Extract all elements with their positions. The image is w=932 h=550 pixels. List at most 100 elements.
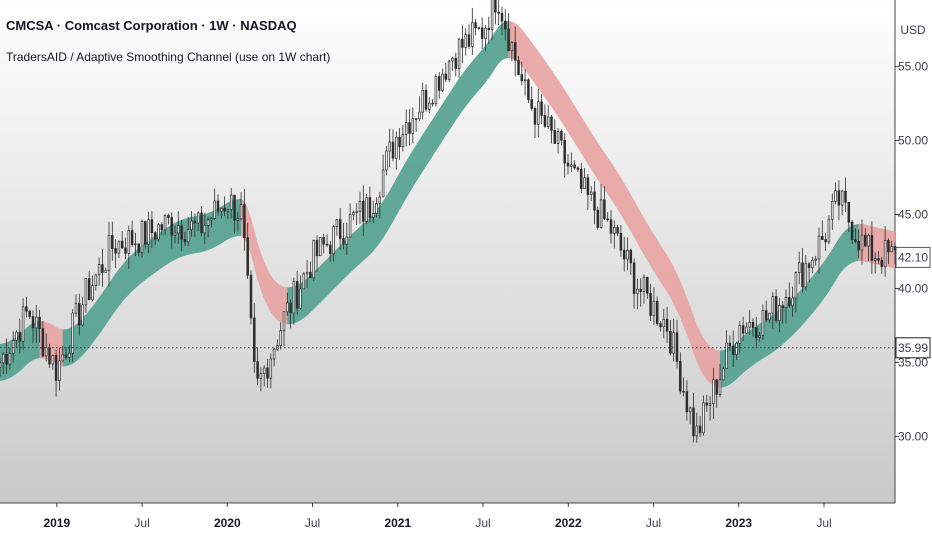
candle — [854, 228, 857, 244]
candle — [216, 194, 220, 216]
candle — [21, 298, 25, 350]
candle — [771, 292, 775, 329]
candle — [593, 181, 596, 225]
candle — [41, 321, 45, 358]
candle — [794, 271, 798, 313]
candle — [708, 396, 712, 421]
x-tick-label: Jul — [305, 516, 320, 530]
candle — [556, 128, 560, 154]
candle — [140, 219, 144, 258]
x-tick-label: Jul — [475, 516, 490, 530]
candle — [97, 257, 101, 286]
candle — [613, 220, 616, 249]
candle — [797, 251, 801, 285]
candle — [342, 223, 345, 250]
candle — [315, 235, 319, 272]
candle — [682, 377, 685, 397]
candle — [877, 251, 880, 265]
price-axis[interactable]: 30.00 35.00 40.00 45.00 50.00 55.00 35.99 42.10 — [895, 60, 931, 444]
candle — [229, 187, 233, 219]
candle — [124, 237, 127, 260]
candle — [292, 277, 296, 325]
candle — [517, 56, 520, 76]
candle — [421, 82, 424, 120]
candle — [325, 234, 329, 247]
candle — [632, 258, 636, 309]
candle — [665, 306, 669, 344]
candle — [137, 243, 140, 257]
candle — [507, 13, 510, 52]
candle — [609, 210, 613, 244]
candle — [0, 358, 2, 377]
candle — [675, 319, 679, 369]
candle — [649, 283, 652, 321]
candle — [523, 69, 527, 96]
candle — [718, 364, 722, 398]
candle — [576, 166, 580, 173]
candle — [385, 145, 388, 176]
candle — [566, 154, 570, 175]
candle — [111, 221, 114, 261]
candle — [791, 286, 794, 317]
candle — [622, 237, 626, 272]
candle — [8, 348, 12, 370]
candle — [540, 94, 543, 125]
candle — [662, 309, 666, 339]
candle — [391, 129, 395, 162]
candle — [256, 347, 259, 386]
candle — [78, 293, 81, 336]
candle — [870, 221, 874, 274]
candle — [655, 296, 659, 327]
candle — [471, 7, 474, 55]
candle — [437, 72, 441, 99]
candle — [685, 380, 689, 421]
candle — [2, 352, 5, 375]
candle — [484, 25, 487, 52]
candle — [811, 256, 814, 274]
candle — [864, 228, 867, 248]
candle — [395, 131, 398, 170]
candle — [827, 215, 831, 245]
candle — [269, 353, 273, 389]
candle — [282, 311, 286, 347]
candle — [87, 271, 91, 301]
candle — [302, 271, 306, 290]
candle — [761, 304, 765, 340]
candle — [477, 26, 481, 30]
candle — [309, 261, 312, 279]
candle — [173, 225, 177, 244]
candle — [279, 322, 282, 350]
candle — [652, 287, 656, 325]
candle — [295, 271, 299, 315]
channel-segment-up — [62, 198, 245, 367]
candle — [210, 216, 213, 228]
candle — [335, 219, 339, 236]
candle — [117, 240, 121, 259]
candle — [725, 330, 728, 370]
candle — [355, 203, 358, 225]
candle — [543, 104, 547, 128]
candle — [467, 24, 471, 49]
candle — [778, 297, 781, 333]
indicator-title: TradersAID / Adaptive Smoothing Channel … — [6, 50, 331, 64]
candle — [880, 256, 884, 274]
candle — [834, 182, 837, 205]
candle — [381, 154, 385, 198]
candle — [18, 318, 22, 354]
channel-segment-down — [508, 21, 724, 388]
y-tick-label: 35.00 — [898, 356, 928, 370]
candle — [464, 28, 467, 56]
candle — [850, 219, 854, 244]
candle — [163, 213, 167, 236]
time-axis[interactable]: 2019 Jul 2020 Jul 2021 Jul 2022 Jul 2023 Jul — [43, 503, 832, 530]
candle — [378, 191, 382, 219]
candle — [200, 206, 203, 237]
candle — [441, 68, 444, 93]
candle — [25, 296, 28, 318]
candle — [11, 331, 15, 363]
candle — [626, 237, 629, 271]
x-tick-label: 2023 — [725, 516, 752, 530]
candle — [890, 240, 893, 253]
candle — [368, 186, 372, 223]
